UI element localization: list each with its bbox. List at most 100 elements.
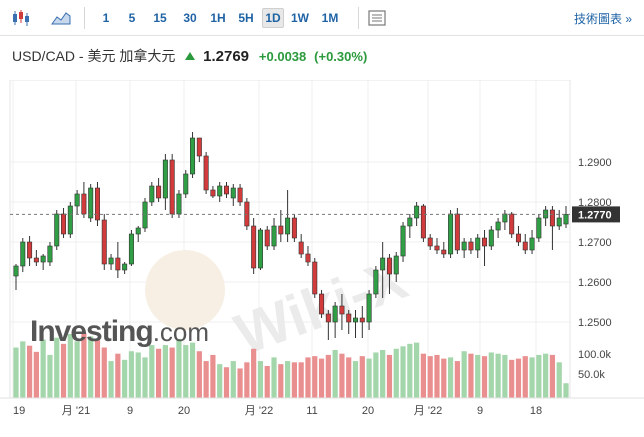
timeframe-button-1m[interactable]: 1M xyxy=(321,11,339,25)
candle[interactable] xyxy=(47,242,53,266)
candle[interactable] xyxy=(257,228,263,270)
candle[interactable] xyxy=(339,294,345,330)
candle[interactable] xyxy=(366,290,372,330)
candle[interactable] xyxy=(448,210,454,258)
candle[interactable] xyxy=(156,178,162,202)
candle[interactable] xyxy=(312,258,318,298)
candle[interactable] xyxy=(183,170,189,198)
candle[interactable] xyxy=(74,190,80,214)
candle[interactable] xyxy=(495,218,501,238)
candle[interactable] xyxy=(115,242,121,278)
timeframe-button-15[interactable]: 15 xyxy=(153,11,167,25)
candle[interactable] xyxy=(203,152,209,194)
candle[interactable] xyxy=(223,182,229,198)
technical-chart-link[interactable]: 技術圖表 » xyxy=(573,12,632,26)
candle[interactable] xyxy=(298,234,304,258)
candle[interactable] xyxy=(332,302,338,338)
candle[interactable] xyxy=(346,310,352,334)
candle[interactable] xyxy=(420,204,426,242)
volume-bar xyxy=(454,361,460,398)
candle[interactable] xyxy=(556,210,562,230)
volume-bar xyxy=(488,352,494,398)
candle[interactable] xyxy=(264,226,270,250)
volume-bar xyxy=(346,357,352,398)
candle[interactable] xyxy=(563,206,569,228)
candle[interactable] xyxy=(529,230,535,254)
candle[interactable] xyxy=(468,238,474,254)
candle[interactable] xyxy=(407,214,413,238)
candle[interactable] xyxy=(278,210,284,242)
candle[interactable] xyxy=(27,236,33,266)
timeframe-button-1d[interactable]: 1D xyxy=(262,8,284,28)
candle[interactable] xyxy=(88,184,94,222)
candle[interactable] xyxy=(230,184,236,206)
candle[interactable] xyxy=(475,234,481,258)
candle[interactable] xyxy=(427,234,433,250)
candle[interactable] xyxy=(101,214,107,270)
candle[interactable] xyxy=(359,306,365,338)
candle[interactable] xyxy=(210,186,216,198)
timeframe-button-1h[interactable]: 1H xyxy=(210,11,226,25)
candle[interactable] xyxy=(128,230,134,266)
candlestick-icon[interactable] xyxy=(10,8,32,28)
candle[interactable] xyxy=(400,222,406,262)
current-price-label: 1.2770 xyxy=(578,209,612,221)
candle[interactable] xyxy=(509,212,515,238)
candle[interactable] xyxy=(285,190,291,242)
candle[interactable] xyxy=(61,208,67,238)
candle[interactable] xyxy=(441,242,447,258)
timeframe-button-5h[interactable]: 5H xyxy=(238,11,254,25)
candle[interactable] xyxy=(237,184,243,206)
candle[interactable] xyxy=(81,182,87,218)
candle[interactable] xyxy=(108,254,114,270)
candle[interactable] xyxy=(13,264,19,290)
candle[interactable] xyxy=(162,154,168,210)
candle[interactable] xyxy=(176,190,182,218)
candle[interactable] xyxy=(94,182,100,226)
candle[interactable] xyxy=(190,132,196,178)
candle[interactable] xyxy=(20,238,26,272)
candle[interactable] xyxy=(251,218,257,274)
candle[interactable] xyxy=(461,238,467,258)
candle[interactable] xyxy=(169,154,175,218)
candle[interactable] xyxy=(142,198,148,232)
candle[interactable] xyxy=(135,226,141,242)
settings-panel-icon[interactable] xyxy=(366,8,388,28)
candle[interactable] xyxy=(488,226,494,250)
candle[interactable] xyxy=(149,182,155,206)
timeframe-button-1w[interactable]: 1W xyxy=(291,11,309,25)
candle[interactable] xyxy=(291,214,297,242)
candle[interactable] xyxy=(414,202,420,226)
candle[interactable] xyxy=(271,218,277,250)
candle[interactable] xyxy=(543,206,549,226)
candle[interactable] xyxy=(454,208,460,254)
candle[interactable] xyxy=(549,206,555,250)
candle[interactable] xyxy=(217,182,223,202)
candle[interactable] xyxy=(386,254,392,294)
candle[interactable] xyxy=(536,214,542,242)
timeframe-button-1[interactable]: 1 xyxy=(102,11,110,25)
candle[interactable] xyxy=(373,266,379,298)
candle[interactable] xyxy=(325,310,331,340)
area-chart-icon[interactable] xyxy=(50,8,72,28)
candle[interactable] xyxy=(393,252,399,282)
timeframe-button-30[interactable]: 30 xyxy=(183,11,197,25)
candle[interactable] xyxy=(482,230,488,266)
candle[interactable] xyxy=(319,290,325,318)
candle[interactable] xyxy=(305,246,311,266)
candle[interactable] xyxy=(502,210,508,230)
candle[interactable] xyxy=(196,137,202,162)
candle[interactable] xyxy=(122,262,128,274)
candle[interactable] xyxy=(522,234,528,254)
candle[interactable] xyxy=(33,250,39,266)
candle[interactable] xyxy=(515,226,521,246)
volume-bar xyxy=(271,357,277,398)
candle[interactable] xyxy=(67,202,73,238)
timeframe-button-5[interactable]: 5 xyxy=(128,11,136,25)
candle[interactable] xyxy=(54,210,60,250)
candle[interactable] xyxy=(434,238,440,254)
candle[interactable] xyxy=(380,242,386,298)
candle[interactable] xyxy=(353,310,359,338)
candle[interactable] xyxy=(40,254,46,270)
